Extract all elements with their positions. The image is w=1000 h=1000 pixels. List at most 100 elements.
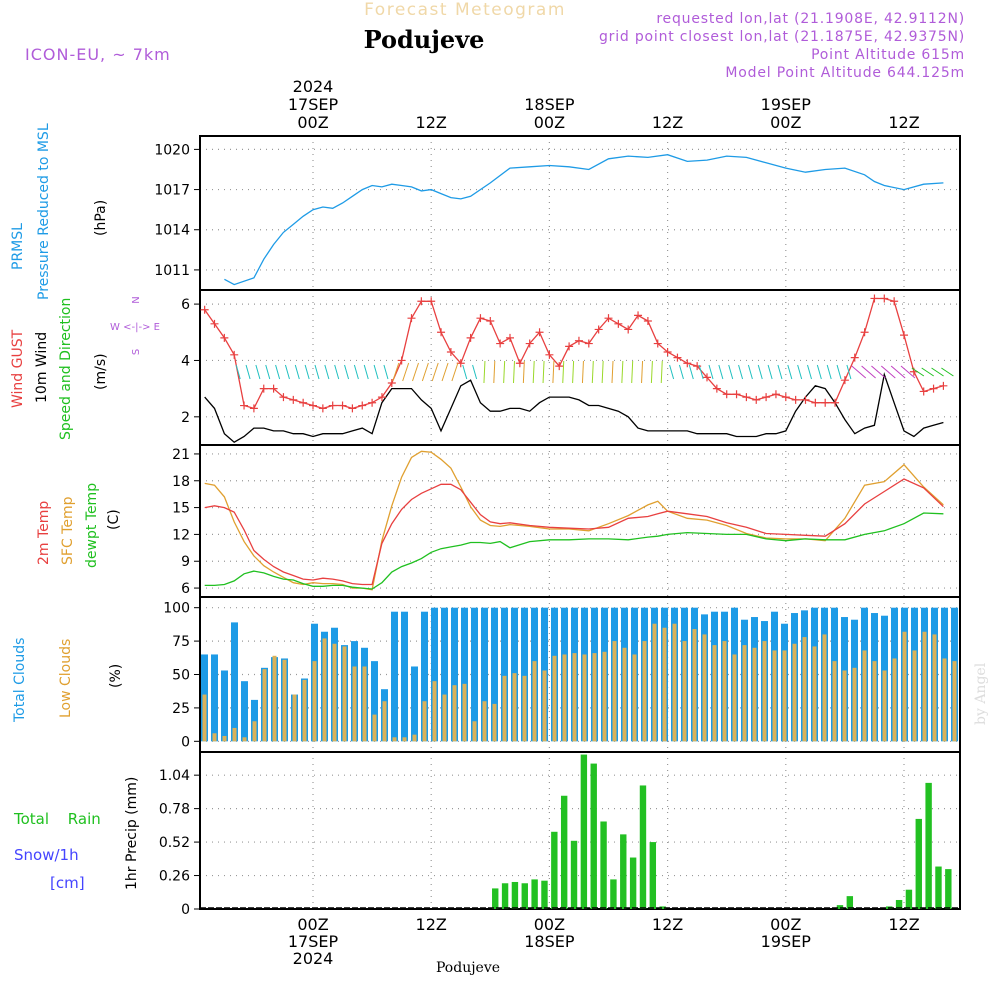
wind-arrow (314, 364, 320, 380)
low-cloud-bar (942, 658, 947, 742)
top-time-label: 00Z (534, 113, 565, 132)
wind-arrow (383, 364, 389, 380)
wind-arrow (921, 367, 934, 377)
wind-arrow (245, 364, 251, 380)
gust-marker (939, 381, 948, 390)
total-cloud-bar (491, 607, 498, 742)
gust-marker (446, 348, 455, 356)
low-cloud-bar (502, 675, 507, 742)
low-cloud-bar (772, 650, 777, 742)
y-tick-label: 50 (172, 668, 190, 684)
y-tick-label: 0.26 (159, 869, 190, 885)
wind-arrow (836, 364, 842, 380)
wind-arrow (777, 364, 783, 380)
total-cloud-bar (421, 611, 428, 742)
low-cloud-bar (932, 634, 937, 742)
rain-bar (600, 821, 607, 909)
low-cloud-bar (412, 734, 417, 742)
low-cloud-bar (612, 641, 617, 742)
gust-marker (742, 393, 751, 402)
wind-arrow (344, 364, 350, 380)
wind-arrow (373, 364, 379, 380)
gust-marker (614, 319, 623, 328)
gust-marker (515, 359, 524, 368)
wind-arrow (861, 365, 876, 379)
cloud-unit: (%) (108, 664, 124, 688)
gust-marker (771, 390, 780, 399)
wind-arrow (402, 362, 410, 382)
wind-arrow (738, 364, 744, 380)
low-cloud-bar (562, 654, 567, 742)
gust-marker (269, 384, 278, 393)
gust-marker (791, 395, 800, 404)
rain-bar (580, 754, 588, 909)
gust-marker (811, 398, 820, 407)
compass-n: N (131, 296, 142, 303)
gust-marker (584, 339, 593, 348)
gust-marker (781, 393, 790, 402)
rain-bar (560, 795, 568, 909)
pressure-label-2: Pressure Reduced to MSL (36, 123, 52, 300)
gust-marker (437, 328, 446, 337)
low-cloud-bar (662, 627, 667, 742)
low-cloud-bar (372, 714, 377, 742)
y-tick-label: 12 (172, 527, 190, 543)
total-cloud-label: Total Clouds (12, 638, 28, 723)
gust-marker (703, 373, 711, 382)
snow-unit-label: [cm] (50, 874, 85, 892)
gust-marker (309, 401, 317, 410)
low-cloud-bar (382, 701, 387, 742)
total-cloud-bar (371, 661, 378, 742)
wind10-line (204, 372, 944, 443)
pressure-unit: (hPa) (93, 200, 109, 236)
rain-bar (639, 785, 647, 909)
gust-marker (762, 393, 771, 402)
wind-arrow (911, 367, 925, 377)
gust-marker (919, 387, 928, 396)
wind-arrow (483, 360, 486, 384)
y-tick-label: 75 (172, 634, 190, 650)
low-cloud-bar (912, 650, 917, 742)
low-cloud-bar (442, 694, 447, 742)
gust-marker (210, 319, 219, 328)
rain-bar (629, 857, 637, 909)
low-cloud-bar (862, 650, 867, 742)
low-cloud-bar (592, 653, 597, 742)
wind-arrow (503, 360, 506, 384)
low-cloud-bar (332, 643, 337, 742)
gust-marker (299, 398, 308, 407)
gust-marker (594, 325, 603, 334)
rain-bar (895, 899, 903, 909)
low-cloud-label: Low Clouds (58, 639, 74, 718)
wind-arrow (255, 364, 261, 380)
wind-arrow (284, 364, 290, 380)
temp-labels: 2m Temp SFC Temp dewpt Temp (C) (36, 483, 122, 568)
bottom-time-label: 00Z (534, 915, 565, 934)
low-cloud-bar (712, 645, 717, 742)
low-cloud-bar (542, 670, 547, 742)
top-time-label: 12Z (416, 113, 447, 132)
rain-bar (531, 879, 538, 909)
low-cloud-bar (242, 737, 247, 742)
rain-bar (551, 831, 558, 909)
gust-marker (653, 339, 662, 348)
wind-arrow (931, 367, 944, 377)
wind-arrow (363, 364, 369, 380)
wind-arrow (412, 362, 419, 382)
gust-marker (555, 362, 564, 371)
low-cloud-bar (472, 721, 477, 742)
gust-marker (220, 333, 229, 342)
gust-marker (496, 339, 505, 348)
rain-bar (610, 879, 617, 909)
wind-arrow (421, 362, 429, 382)
wind-arrow (807, 364, 812, 380)
low-cloud-bar (682, 641, 687, 742)
cloud-panel: 0 25 50 75 100 (163, 596, 961, 753)
wind-labels: Wind GUST 10m Wind Speed and Direction (… (10, 296, 160, 440)
y-tick-label: 1014 (154, 223, 190, 239)
gust-marker (604, 314, 613, 323)
wind-arrow (451, 362, 459, 382)
wind-arrow (678, 364, 684, 380)
low-cloud-bar (632, 654, 637, 742)
low-cloud-bar (272, 655, 277, 742)
